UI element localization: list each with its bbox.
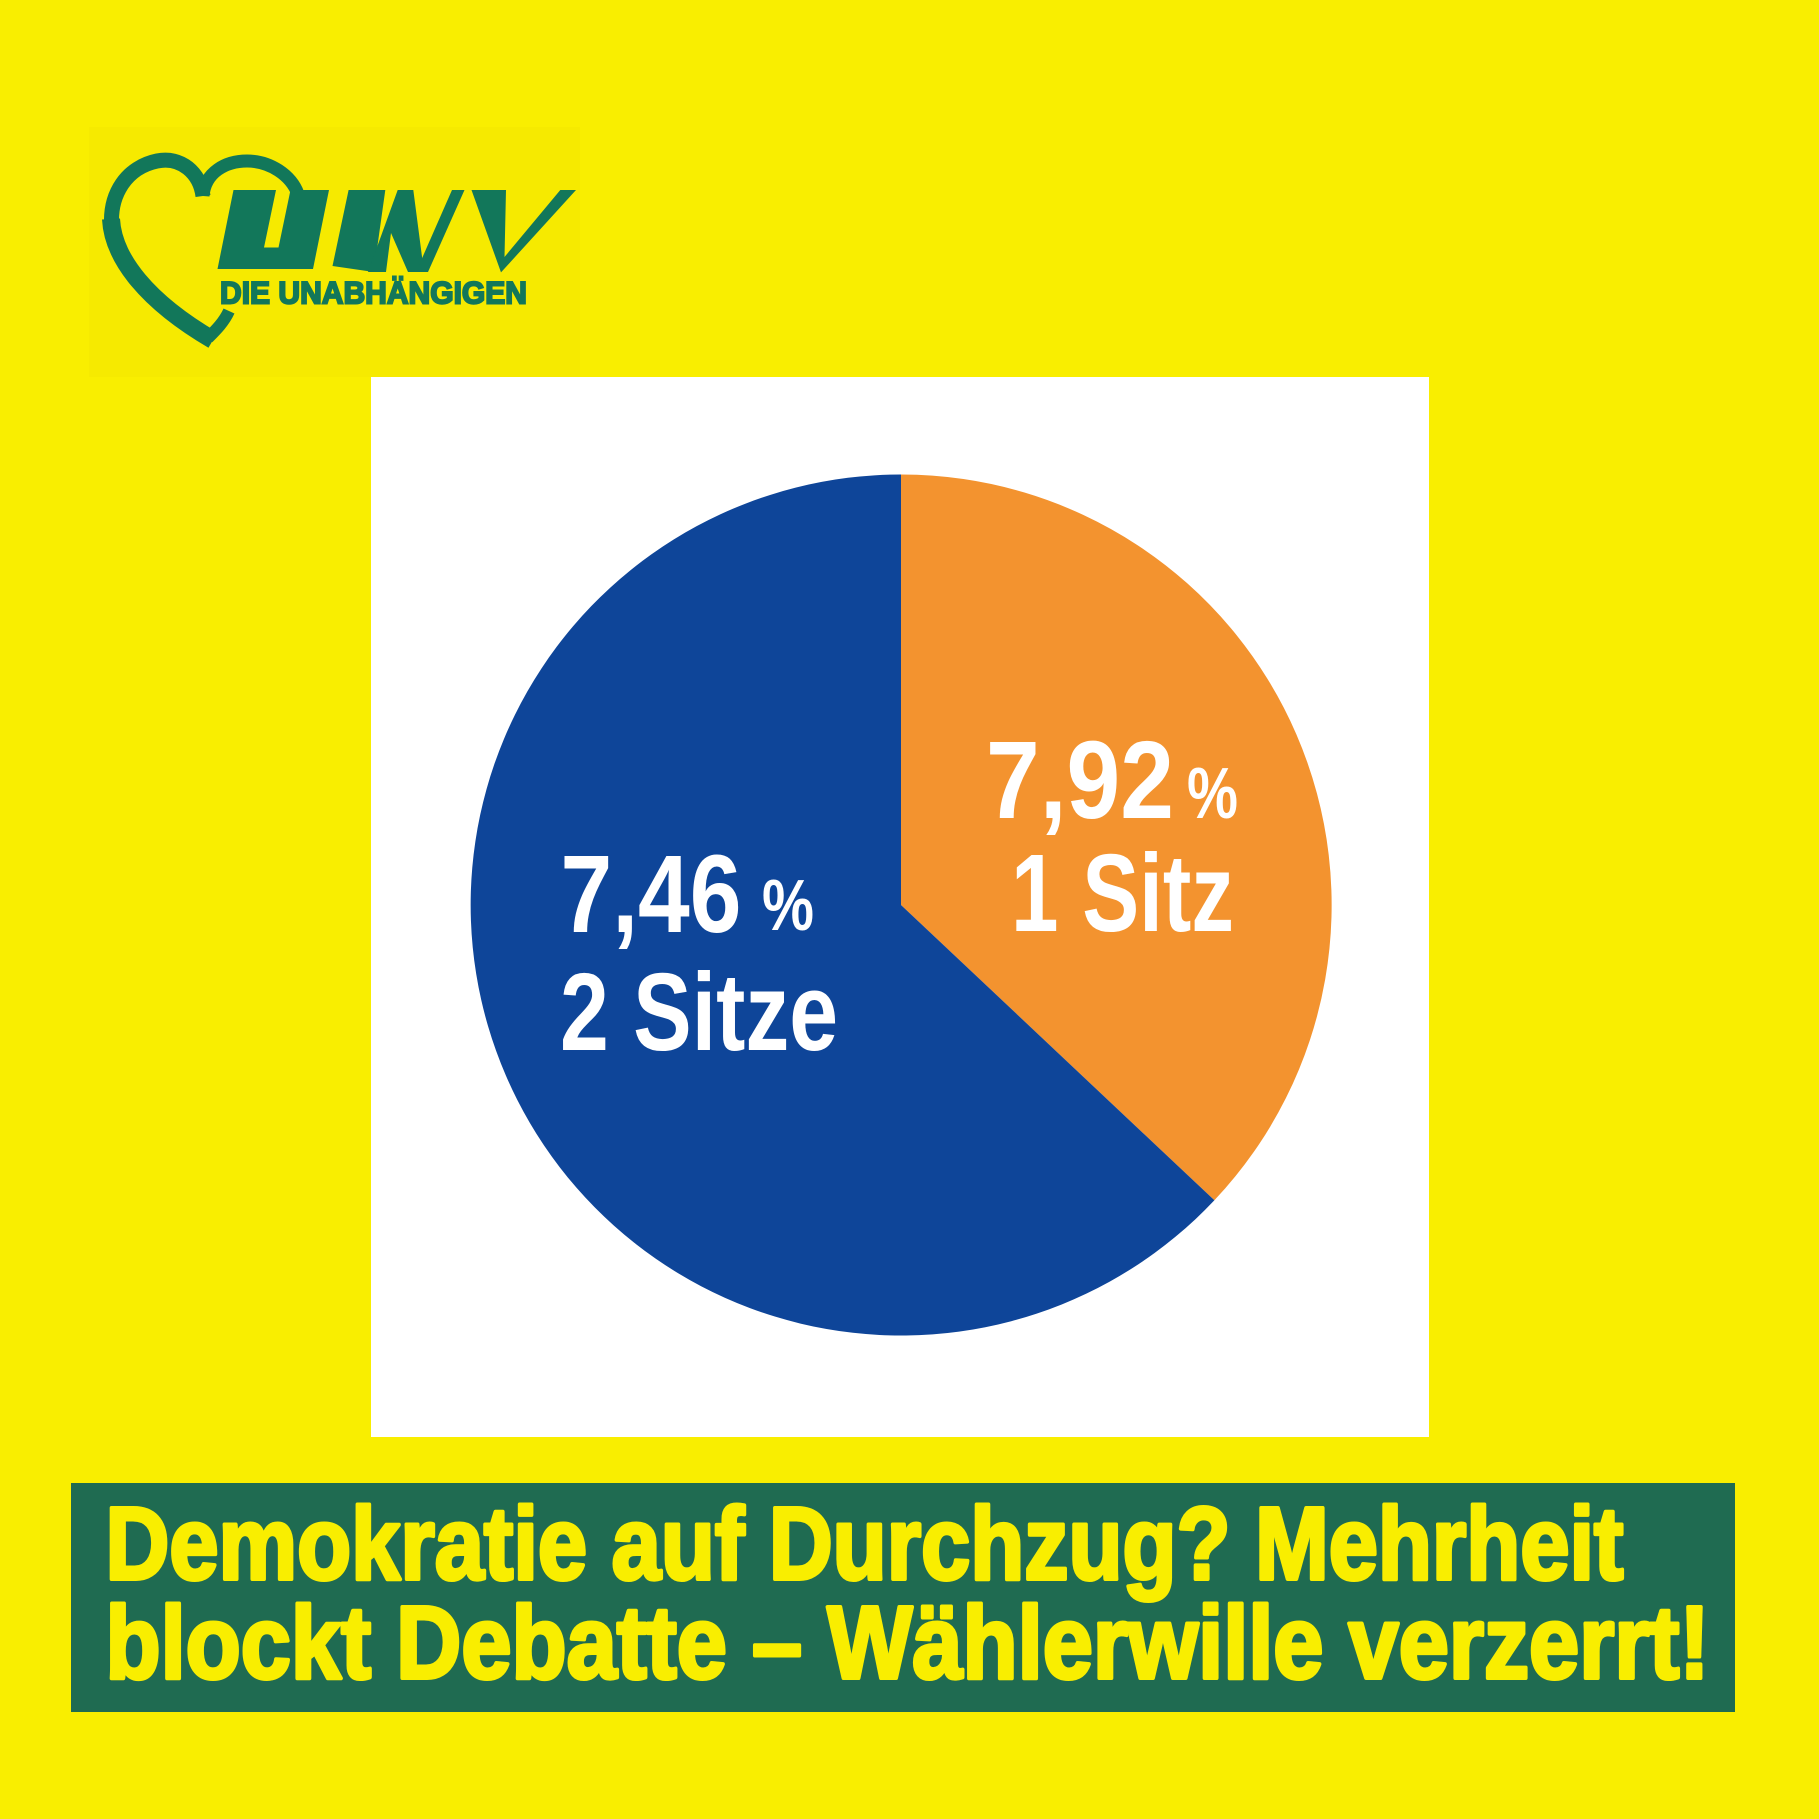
svg-text:%: % bbox=[762, 866, 814, 946]
svg-text:2 Sitze: 2 Sitze bbox=[560, 951, 838, 1074]
svg-text:%: % bbox=[1187, 754, 1238, 834]
svg-text:7,46: 7,46 bbox=[561, 833, 742, 956]
svg-text:blockt Debatte – Wählerwille v: blockt Debatte – Wählerwille verzerrt! bbox=[106, 1585, 1710, 1700]
svg-text:1 Sitz: 1 Sitz bbox=[1011, 832, 1234, 955]
svg-text:Demokratie auf Durchzug? Mehrh: Demokratie auf Durchzug? Mehrheit bbox=[106, 1486, 1624, 1601]
svg-text:DIE UNABHÄNGIGEN: DIE UNABHÄNGIGEN bbox=[220, 275, 527, 311]
svg-text:7,92: 7,92 bbox=[986, 719, 1174, 842]
